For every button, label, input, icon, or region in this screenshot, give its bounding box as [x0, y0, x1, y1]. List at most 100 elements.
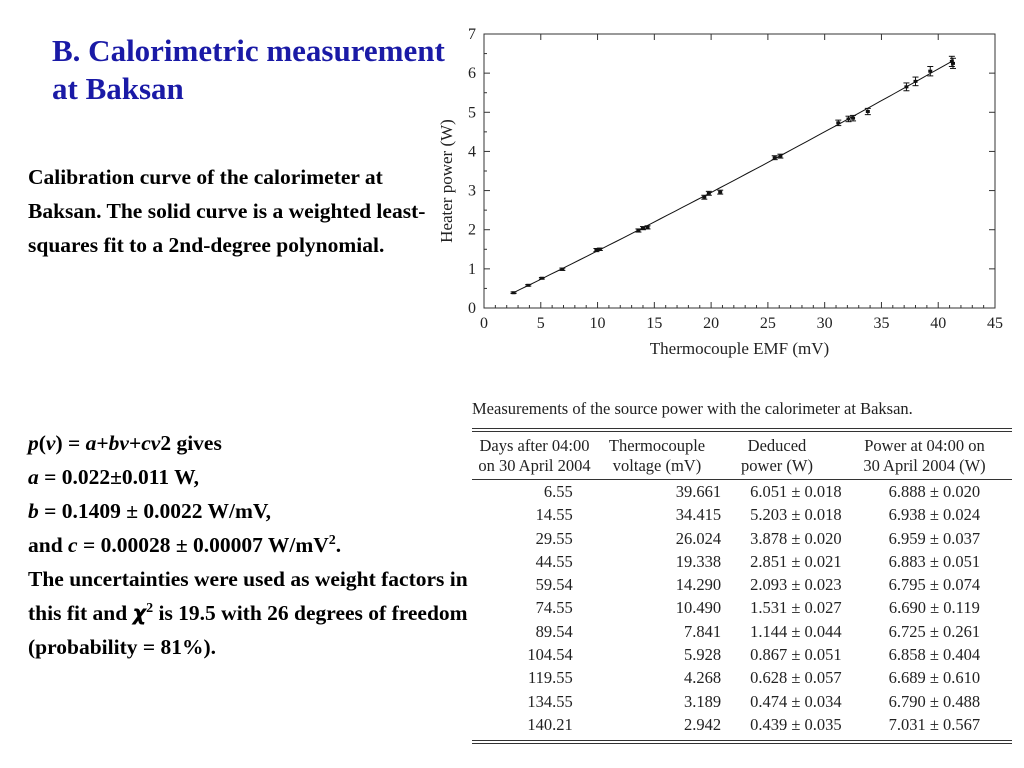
table-cell: 2.093 ± 0.023 — [750, 575, 842, 595]
y-tick-label: 6 — [468, 65, 476, 82]
table-cell: 6.888 ± 0.020 — [888, 482, 981, 501]
table-row: 140.21 2.942 0.439 ± 0.035 7.031 ± 0.567 — [472, 713, 1012, 736]
y-tick-label: 2 — [468, 222, 476, 239]
data-point — [777, 153, 784, 159]
data-point — [864, 107, 871, 116]
table-header-line: power (W) — [741, 456, 813, 475]
table-header-line: voltage (mV) — [612, 456, 702, 475]
point-marker — [928, 69, 933, 73]
table-row: 89.54 7.841 1.144 ± 0.044 6.725 ± 0.261 — [472, 620, 1012, 643]
formula-line-1: p(v) = a+bv+cv2 gives — [28, 431, 222, 455]
point-marker — [778, 154, 783, 158]
formula-uncertainty-text: The uncertainties were used as weight fa… — [28, 567, 468, 659]
table-cell: 6.938 ± 0.024 — [888, 505, 981, 525]
x-tick-label: 40 — [930, 315, 946, 332]
table-cell: 0.439 ± 0.035 — [750, 714, 842, 734]
point-marker — [836, 121, 841, 125]
data-point — [635, 228, 642, 233]
table-cell: 140.21 — [527, 714, 573, 734]
y-tick-label: 1 — [468, 261, 476, 278]
fit-formula-block: p(v) = a+bv+cv2 gives a = 0.022±0.011 W,… — [28, 426, 468, 664]
point-marker — [718, 190, 723, 194]
data-point — [927, 65, 934, 77]
fit-curve — [513, 60, 954, 294]
formula-param-c: and c = 0.00028 ± 0.00007 W/mV2. — [28, 532, 342, 557]
point-marker — [511, 291, 516, 295]
point-marker — [846, 117, 851, 121]
point-marker — [702, 195, 707, 199]
data-point — [559, 267, 566, 271]
table-header-rule — [472, 479, 1012, 480]
data-point — [845, 115, 852, 123]
table-row: 134.55 3.189 0.474 ± 0.034 6.790 ± 0.488 — [472, 690, 1012, 713]
point-marker — [526, 283, 531, 287]
table-cell: 39.661 — [675, 482, 722, 501]
point-marker — [640, 226, 645, 230]
table-cell: 6.959 ± 0.037 — [888, 528, 981, 548]
table-header-cell: Power at 04:00 on 30 April 2004 (W) — [837, 432, 1012, 479]
point-marker — [851, 116, 856, 120]
table-row: 59.54 14.290 2.093 ± 0.023 6.795 ± 0.074 — [472, 573, 1012, 596]
x-axis-label: Thermocouple EMF (mV) — [650, 339, 829, 358]
point-marker — [636, 228, 641, 232]
table-cell: 7.841 — [683, 621, 722, 641]
data-points — [510, 55, 956, 295]
table-cell: 7.031 ± 0.567 — [888, 714, 981, 734]
chi-symbol: χ — [132, 601, 147, 625]
table-row: 119.55 4.268 0.628 ± 0.057 6.689 ± 0.610 — [472, 666, 1012, 689]
point-marker — [949, 59, 954, 63]
table-cell: 6.883 ± 0.051 — [888, 551, 981, 571]
table-cell: 6.795 ± 0.074 — [888, 575, 981, 595]
table-header-line: Thermocouple — [608, 436, 706, 455]
table-cell: 14.290 — [675, 575, 722, 595]
table-cell: 29.55 — [535, 528, 573, 548]
table-row: 29.55 26.024 3.878 ± 0.020 6.959 ± 0.037 — [472, 527, 1012, 550]
data-point — [912, 76, 919, 87]
x-tick-label: 5 — [537, 315, 545, 332]
table-row: 74.55 10.490 1.531 ± 0.027 6.690 ± 0.119 — [472, 596, 1012, 619]
point-marker — [865, 110, 870, 114]
table-header-line: Days after 04:00 — [479, 436, 590, 455]
table-cell: 14.55 — [535, 505, 573, 525]
point-marker — [913, 79, 918, 83]
table-cell: 0.628 ± 0.057 — [750, 668, 842, 688]
data-point — [717, 189, 724, 195]
table-cell: 0.867 ± 0.051 — [750, 645, 842, 665]
data-point — [903, 82, 910, 92]
table-cell: 1.144 ± 0.044 — [750, 621, 842, 641]
point-marker — [706, 191, 711, 195]
table-top-rule — [472, 428, 1012, 432]
table-cell: 59.54 — [535, 575, 573, 595]
point-marker — [645, 225, 650, 229]
point-marker — [539, 276, 544, 280]
plot-frame — [483, 33, 996, 309]
table-caption: Measurements of the source power with th… — [472, 399, 913, 418]
measurements-table-wrapper: Days after 04:00 on 30 April 2004 Thermoco… — [472, 428, 1012, 745]
table-cell: 1.531 ± 0.027 — [750, 598, 842, 618]
table-cell: 134.55 — [527, 691, 573, 711]
table-cell: 74.55 — [535, 598, 573, 618]
y-tick-label: 4 — [468, 143, 476, 160]
table-header-row: Days after 04:00 on 30 April 2004 Thermoco… — [472, 432, 1012, 479]
table-row: 6.55 39.661 6.051 ± 0.018 6.888 ± 0.020 — [472, 480, 1012, 503]
table-header-cell: Days after 04:00 on 30 April 2004 — [472, 432, 597, 479]
formula-param-a: a = 0.022±0.011 W, — [28, 465, 200, 489]
point-marker — [950, 61, 955, 65]
table-cell: 26.024 — [675, 528, 722, 548]
x-tick-label: 25 — [760, 315, 776, 332]
measurements-table-body: 6.55 39.661 6.051 ± 0.018 6.888 ± 0.020 14.5… — [472, 480, 1012, 736]
table-cell: 6.55 — [543, 482, 573, 501]
data-point — [644, 225, 651, 230]
table-row: 44.55 19.338 2.851 ± 0.021 6.883 ± 0.051 — [472, 550, 1012, 573]
measurements-table: Days after 04:00 on 30 April 2004 Thermoco… — [472, 432, 1012, 479]
table-cell: 4.268 — [683, 668, 722, 688]
table-cell: 19.338 — [675, 551, 722, 571]
table-cell: 5.928 — [683, 645, 722, 665]
data-point — [771, 155, 778, 161]
x-tick-label: 10 — [590, 315, 606, 332]
chart-axes — [483, 33, 996, 309]
point-marker — [904, 85, 909, 89]
formula-line-1-end: 2 gives — [160, 431, 222, 455]
table-header-cell: Deduced power (W) — [717, 432, 837, 479]
